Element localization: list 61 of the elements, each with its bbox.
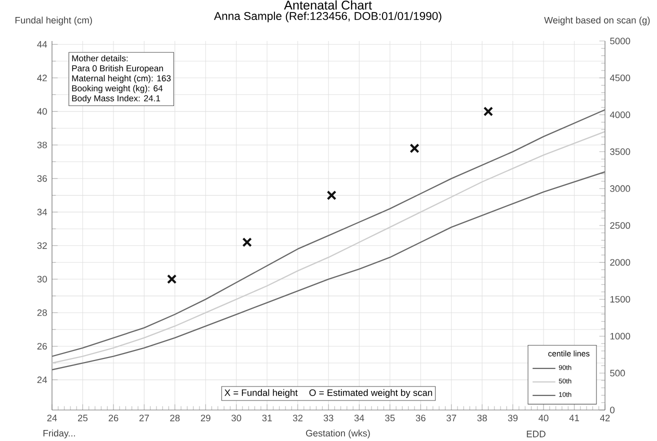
y-tick-label: 26 bbox=[37, 342, 47, 350]
x-tick-label: 34 bbox=[354, 414, 364, 422]
y-tick-label: 42 bbox=[37, 74, 47, 82]
x-tick-label: 38 bbox=[477, 414, 487, 422]
y-axis-title: Fundal height (cm) bbox=[15, 16, 92, 26]
annotation: O = Estimated weight by scan bbox=[309, 389, 432, 398]
y2-tick-label: 1000 bbox=[610, 332, 630, 340]
x-tick-label: 30 bbox=[232, 414, 242, 422]
text: Friday... bbox=[43, 430, 75, 438]
x-tick-label: 37 bbox=[446, 414, 456, 422]
annotation: Body Mass Index: 24.1 bbox=[72, 95, 160, 104]
point bbox=[166, 274, 177, 284]
y2-tick-label: 0 bbox=[610, 406, 615, 414]
x-tick-label: 27 bbox=[139, 414, 149, 422]
x-tick-label: 29 bbox=[200, 414, 210, 422]
y-tick-label: 24 bbox=[37, 376, 48, 384]
x-tick-label: 42 bbox=[600, 414, 610, 422]
x-tick-label: 31 bbox=[262, 414, 272, 422]
y2-axis-title: Weight based on scan (g) bbox=[544, 16, 650, 26]
y2-tick-label: 4500 bbox=[610, 74, 630, 82]
y2-tick-label: 2000 bbox=[610, 259, 630, 266]
annotation: X = Fundal height bbox=[224, 389, 298, 398]
y2-tick-label: 3000 bbox=[610, 185, 630, 192]
point bbox=[483, 106, 494, 116]
y2-tick-label: 2500 bbox=[610, 222, 630, 229]
x-tick-label: 26 bbox=[108, 414, 118, 422]
point bbox=[410, 143, 420, 154]
y-tick-label: 34 bbox=[37, 208, 48, 216]
x-tick-label: 35 bbox=[385, 414, 395, 422]
x-tick-label: 28 bbox=[170, 414, 180, 422]
x-tick-label: 36 bbox=[416, 414, 426, 422]
x-tick-label: 24 bbox=[47, 414, 57, 422]
y-tick-label: 36 bbox=[37, 175, 47, 182]
y2-tick-label: 5000 bbox=[610, 38, 630, 44]
x-tick-label: 33 bbox=[324, 414, 334, 422]
legend-title: centile lines bbox=[548, 350, 590, 356]
chart-title: Antenatal Chart bbox=[284, 0, 372, 10]
y2-tick-label: 500 bbox=[610, 370, 625, 376]
y-tick-label: 30 bbox=[37, 276, 47, 282]
y2-tick-label: 3500 bbox=[610, 148, 630, 155]
chart-subtitle: Anna Sample (Ref:123456, DOB:01/01/1990) bbox=[214, 12, 442, 22]
y2-tick-label: 1500 bbox=[610, 296, 630, 303]
x-tick-label: 32 bbox=[292, 414, 303, 422]
x-tick-label: 40 bbox=[538, 414, 548, 422]
y-tick-label: 32 bbox=[37, 242, 47, 249]
annotation: Mother details: bbox=[72, 55, 128, 62]
x-axis-title: Gestation (wks) bbox=[306, 430, 370, 438]
x-tick-label: 39 bbox=[508, 414, 518, 422]
text: EDD bbox=[526, 430, 546, 438]
y2-tick-label: 4000 bbox=[610, 112, 630, 118]
point bbox=[326, 190, 336, 200]
annotation: Maternal height (cm): 163 bbox=[72, 75, 171, 84]
point bbox=[242, 237, 252, 248]
y-tick-label: 28 bbox=[37, 309, 47, 316]
annotation: Para 0 British European bbox=[72, 65, 163, 74]
x-tick-label: 25 bbox=[78, 414, 88, 422]
x-tick-label: 41 bbox=[569, 414, 579, 422]
annotation: Booking weight (kg): 64 bbox=[72, 85, 163, 94]
y-tick-label: 40 bbox=[37, 108, 47, 115]
y-tick-label: 44 bbox=[37, 41, 48, 48]
y-tick-label: 38 bbox=[37, 142, 47, 148]
